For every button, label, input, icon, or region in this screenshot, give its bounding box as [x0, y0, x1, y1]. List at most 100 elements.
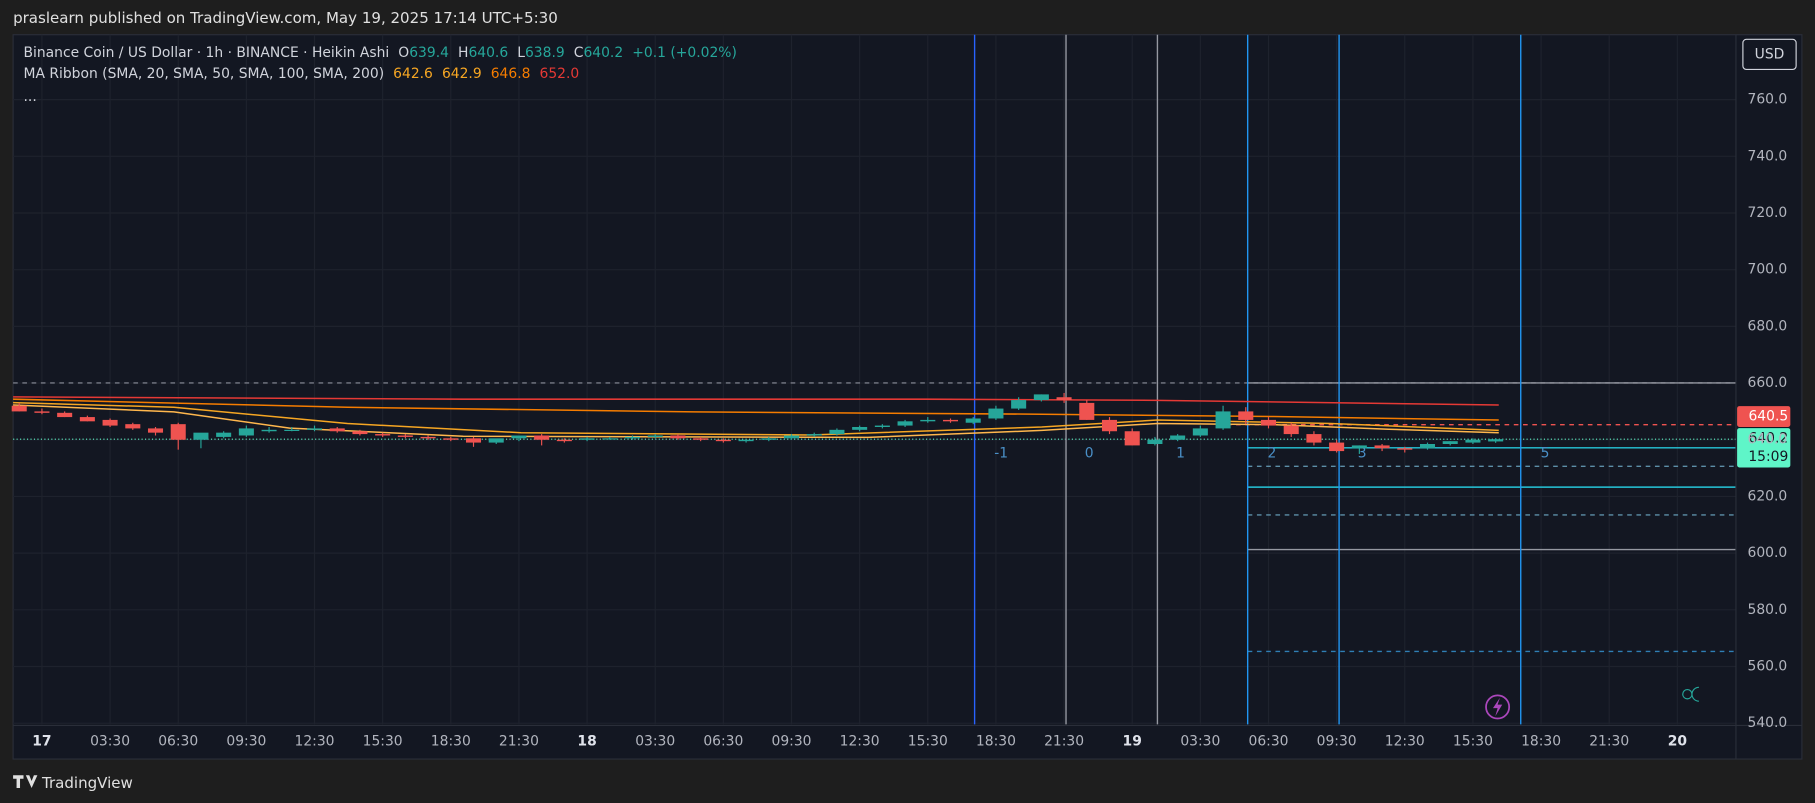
- x-tick-label: 18:30: [431, 734, 471, 750]
- ohlc-label: C: [574, 45, 584, 61]
- candle-body: [1306, 434, 1322, 443]
- candle-body: [443, 438, 459, 440]
- candle-body: [1329, 442, 1345, 452]
- candle-body: [897, 421, 913, 426]
- candle-body: [1101, 419, 1118, 432]
- x-tick-label: 15:30: [363, 734, 403, 750]
- x-tick-label: 12:30: [840, 734, 880, 750]
- candle-body: [1147, 439, 1163, 444]
- candle-body: [125, 424, 141, 429]
- ohlc-label: L: [517, 45, 525, 61]
- theme-icon-moon: [1691, 686, 1699, 702]
- candle-body: [420, 436, 436, 439]
- candle-body: [1374, 445, 1390, 449]
- indicator-value: 642.6: [393, 66, 433, 82]
- candles: [11, 392, 1504, 454]
- cycle-label: 0: [1085, 446, 1094, 462]
- candle-body: [920, 419, 936, 422]
- y-tick-label: 640.0: [1748, 432, 1788, 448]
- indicator-value: 642.9: [442, 66, 482, 82]
- x-tick-label: 03:30: [90, 734, 130, 750]
- candle-body: [11, 405, 27, 412]
- x-tick-label: 06:30: [703, 734, 743, 750]
- candle-body: [965, 418, 981, 423]
- candle-body: [1124, 431, 1140, 446]
- lightning-icon[interactable]: [1485, 694, 1511, 720]
- candle-body: [1351, 445, 1367, 449]
- candle-body: [57, 412, 73, 418]
- candle-body: [375, 434, 391, 436]
- candle-body: [1170, 435, 1186, 440]
- x-tick-label: 12:30: [1385, 734, 1425, 750]
- candle-body: [693, 438, 709, 440]
- candle-body: [806, 434, 822, 436]
- currency-label: USD: [1755, 46, 1785, 62]
- y-tick-label: 680.0: [1748, 318, 1788, 334]
- more-button[interactable]: ...: [24, 89, 37, 105]
- candle-body: [1283, 425, 1299, 435]
- legend: Binance Coin / US Dollar · 1h · BINANCE …: [24, 45, 737, 61]
- y-tick-label: 600.0: [1748, 545, 1788, 561]
- ohlc-value: 640.6: [468, 45, 508, 61]
- x-tick-label: 06:30: [158, 734, 198, 750]
- ohlc-value: 638.9: [525, 45, 565, 61]
- x-tick-label: 09:30: [772, 734, 812, 750]
- lightning-bolt: [1492, 697, 1503, 717]
- y-tick-label: 580.0: [1748, 602, 1788, 618]
- candle-body: [306, 428, 323, 430]
- candle-body: [147, 428, 164, 433]
- x-tick-label: 21:30: [1044, 734, 1084, 750]
- candle-body: [1079, 402, 1095, 420]
- y-tick-label: 720.0: [1748, 205, 1788, 221]
- candle-body: [1488, 439, 1504, 442]
- x-tick-label: 20: [1668, 734, 1687, 750]
- indicator-legend: MA Ribbon (SMA, 20, SMA, 50, SMA, 100, S…: [24, 66, 580, 82]
- candle-body: [352, 431, 368, 435]
- candle-body: [216, 432, 232, 437]
- y-tick-label: 740.0: [1748, 148, 1788, 164]
- candle-body: [670, 435, 686, 439]
- publish-header: praslearn published on TradingView.com, …: [13, 9, 558, 27]
- candle-body: [624, 436, 641, 439]
- candle-body: [261, 429, 277, 432]
- candle-body: [193, 432, 209, 440]
- x-tick-label: 17: [32, 734, 51, 750]
- y-tick-label: 560.0: [1748, 658, 1788, 674]
- candle-body: [874, 425, 890, 427]
- last-price: 640.2: [1748, 431, 1788, 447]
- x-tick-label: 03:30: [635, 734, 675, 750]
- x-tick-label: 09:30: [1317, 734, 1357, 750]
- candle-body: [579, 438, 595, 440]
- candle-body: [170, 424, 186, 440]
- y-tick-label: 760.0: [1748, 92, 1788, 108]
- alert-price: 640.5: [1748, 409, 1788, 425]
- candle-body: [238, 428, 254, 436]
- candle-body: [738, 439, 754, 442]
- candle-body: [329, 428, 345, 432]
- candle-body: [1419, 443, 1436, 449]
- candle-body: [102, 419, 118, 426]
- indicator-value: 646.8: [491, 66, 531, 82]
- candle-body: [1442, 441, 1458, 444]
- cycle-label: -1: [994, 446, 1008, 462]
- candle-body: [34, 411, 50, 413]
- x-tick-label: 06:30: [1248, 734, 1288, 750]
- x-tick-label: 03:30: [1180, 734, 1220, 750]
- alert-badge: [1737, 406, 1791, 427]
- x-tick-label: 18: [577, 734, 596, 750]
- candle-body: [534, 435, 550, 440]
- drawings: [13, 34, 1736, 725]
- x-tick-label: 18:30: [976, 734, 1016, 750]
- candle-body: [1056, 397, 1072, 401]
- currency-button[interactable]: [1742, 38, 1797, 71]
- y-tick-label: 540.0: [1748, 715, 1788, 731]
- chart-pane: [12, 34, 1803, 760]
- indicator-name: MA Ribbon (SMA, 20, SMA, 50, SMA, 100, S…: [24, 66, 385, 82]
- candle-body: [465, 438, 482, 443]
- candle-body: [829, 429, 845, 435]
- x-tick-label: 15:30: [908, 734, 948, 750]
- x-tick-label: 12:30: [295, 734, 335, 750]
- candle-body: [79, 417, 95, 422]
- last-price-badge: [1737, 428, 1791, 468]
